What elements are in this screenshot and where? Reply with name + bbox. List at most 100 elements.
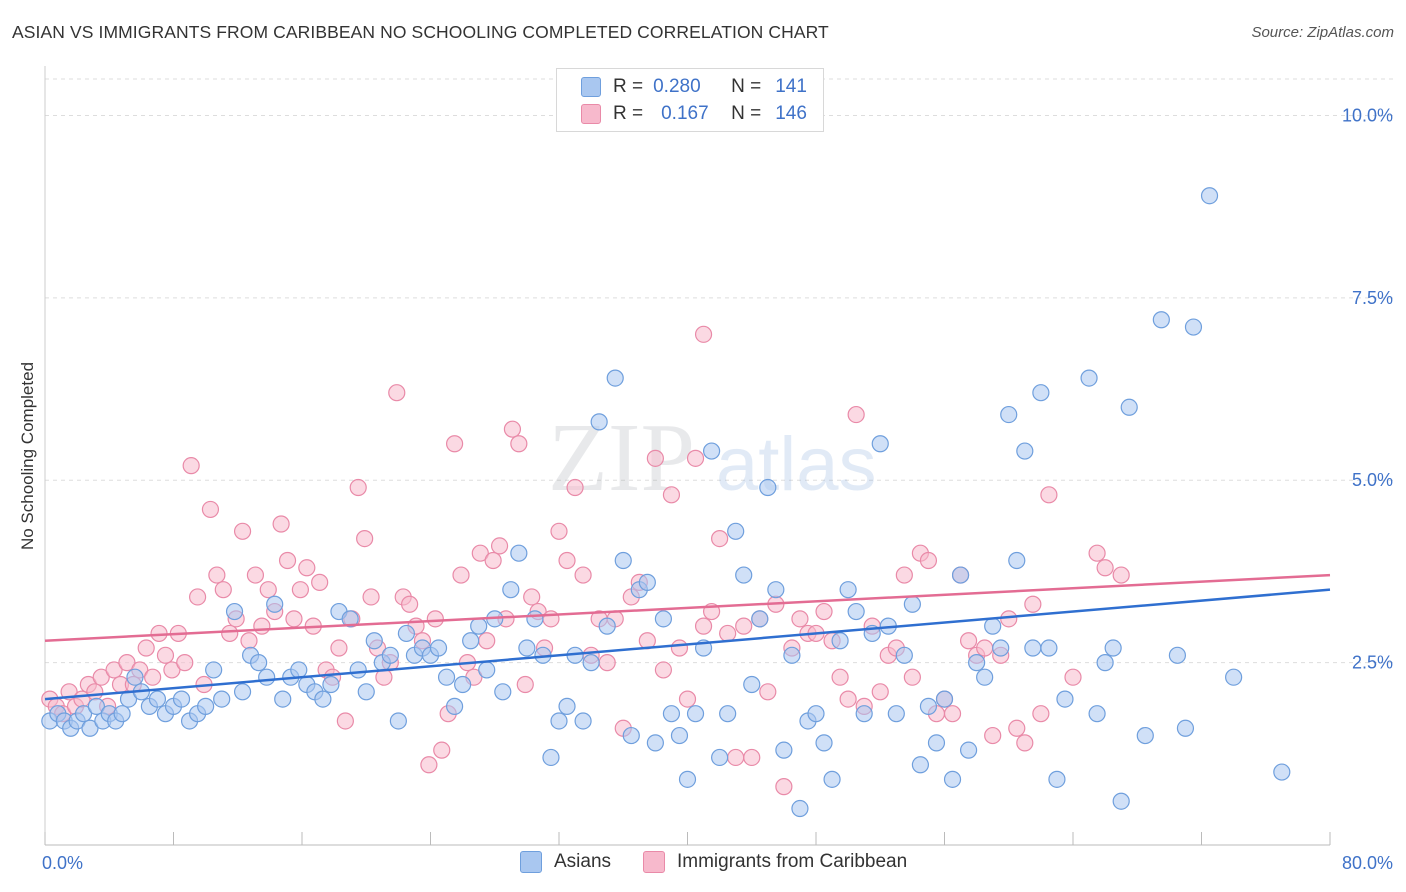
- data-point: [815, 602, 833, 621]
- data-point: [992, 639, 1010, 657]
- data-point: [494, 683, 512, 701]
- data-point: [163, 661, 181, 679]
- data-point: [298, 559, 316, 577]
- data-point: [381, 646, 399, 664]
- data-point: [225, 602, 244, 621]
- data-point: [526, 610, 544, 628]
- data-point: [401, 595, 419, 613]
- watermark-atlas: atlas: [716, 422, 877, 507]
- legend-item-asians: Asians: [520, 851, 611, 873]
- data-point: [542, 748, 560, 767]
- data-point: [1048, 770, 1066, 788]
- data-point: [791, 799, 809, 818]
- data-point: [336, 712, 354, 730]
- data-point: [759, 478, 777, 497]
- data-point: [454, 675, 472, 694]
- legend-label-asians: Asians: [554, 851, 612, 872]
- x-tick-label-max: 80.0%: [1341, 853, 1393, 873]
- data-point: [646, 734, 664, 752]
- data-point: [959, 632, 978, 650]
- data-point: [1152, 311, 1170, 329]
- data-point: [341, 610, 359, 628]
- data-point: [290, 661, 308, 679]
- data-point: [240, 632, 258, 650]
- legend-r-value-asians: 0.280: [653, 76, 701, 97]
- legend-n-label: N =: [731, 103, 762, 124]
- data-point: [678, 690, 697, 708]
- data-point: [598, 654, 616, 672]
- data-point: [807, 705, 825, 723]
- data-point: [437, 668, 456, 686]
- data-point: [895, 646, 913, 664]
- data-point: [1040, 486, 1058, 504]
- data-point: [831, 668, 849, 686]
- data-point: [462, 632, 480, 650]
- data-point: [478, 632, 496, 650]
- legend-swatch-asians: [520, 851, 542, 873]
- data-point: [246, 566, 265, 584]
- data-point: [847, 602, 865, 621]
- data-point: [233, 522, 252, 540]
- data-point: [550, 522, 568, 540]
- data-point: [205, 661, 223, 679]
- data-point: [291, 581, 309, 599]
- data-point: [74, 705, 93, 723]
- data-point: [429, 639, 448, 657]
- trend-line-asians: [44, 588, 1331, 701]
- y-tick-label: 2.5%: [1352, 653, 1393, 673]
- data-point: [471, 544, 489, 562]
- data-point: [314, 690, 332, 708]
- data-point: [1056, 690, 1074, 708]
- data-point: [1008, 551, 1026, 570]
- data-point: [81, 719, 99, 737]
- data-point: [105, 661, 123, 679]
- data-point: [1096, 654, 1114, 672]
- x-tick-label-min: 0.0%: [42, 853, 84, 873]
- data-point: [1016, 442, 1034, 460]
- data-point: [1008, 719, 1026, 737]
- data-point: [126, 668, 144, 686]
- data-point: [614, 551, 632, 570]
- legend-item-caribbean: Immigrants from Caribbean: [643, 851, 907, 873]
- data-point: [516, 675, 534, 694]
- data-point: [566, 478, 584, 497]
- data-point: [1032, 384, 1050, 402]
- data-point: [759, 683, 777, 701]
- data-point: [213, 690, 231, 708]
- data-point: [1000, 405, 1018, 424]
- data-point: [388, 384, 406, 402]
- legend-r-value-caribbean: 0.167: [661, 103, 709, 124]
- data-point: [92, 668, 110, 686]
- data-point: [919, 551, 938, 570]
- data-point: [767, 581, 785, 599]
- legend-swatch-caribbean: [643, 851, 665, 873]
- data-point: [445, 697, 464, 715]
- data-point: [201, 500, 220, 519]
- correlation-legend: R = 0.280 N = 141 R = 0.167 N = 146: [556, 68, 824, 132]
- data-point: [113, 705, 131, 723]
- y-tick-label: 10.0%: [1342, 105, 1393, 125]
- data-point: [719, 705, 737, 723]
- data-point: [574, 566, 592, 584]
- data-point: [502, 581, 520, 599]
- data-point: [839, 690, 857, 708]
- data-point: [984, 617, 1002, 635]
- data-point: [356, 529, 374, 548]
- data-point: [118, 654, 136, 672]
- data-point: [1168, 646, 1187, 664]
- data-point: [311, 573, 329, 591]
- data-point: [1032, 705, 1050, 723]
- legend-r-label: R =: [613, 103, 644, 124]
- data-point: [662, 705, 681, 723]
- data-point: [137, 639, 155, 657]
- legend-swatch-asians: [581, 77, 601, 97]
- data-point: [259, 581, 277, 599]
- legend-row-caribbean: R = 0.167 N = 146: [581, 101, 807, 127]
- data-point: [420, 756, 438, 774]
- data-point: [871, 683, 889, 701]
- trend-lines: [44, 573, 1331, 701]
- data-point: [735, 566, 753, 584]
- data-point: [349, 478, 367, 497]
- data-point: [452, 566, 470, 584]
